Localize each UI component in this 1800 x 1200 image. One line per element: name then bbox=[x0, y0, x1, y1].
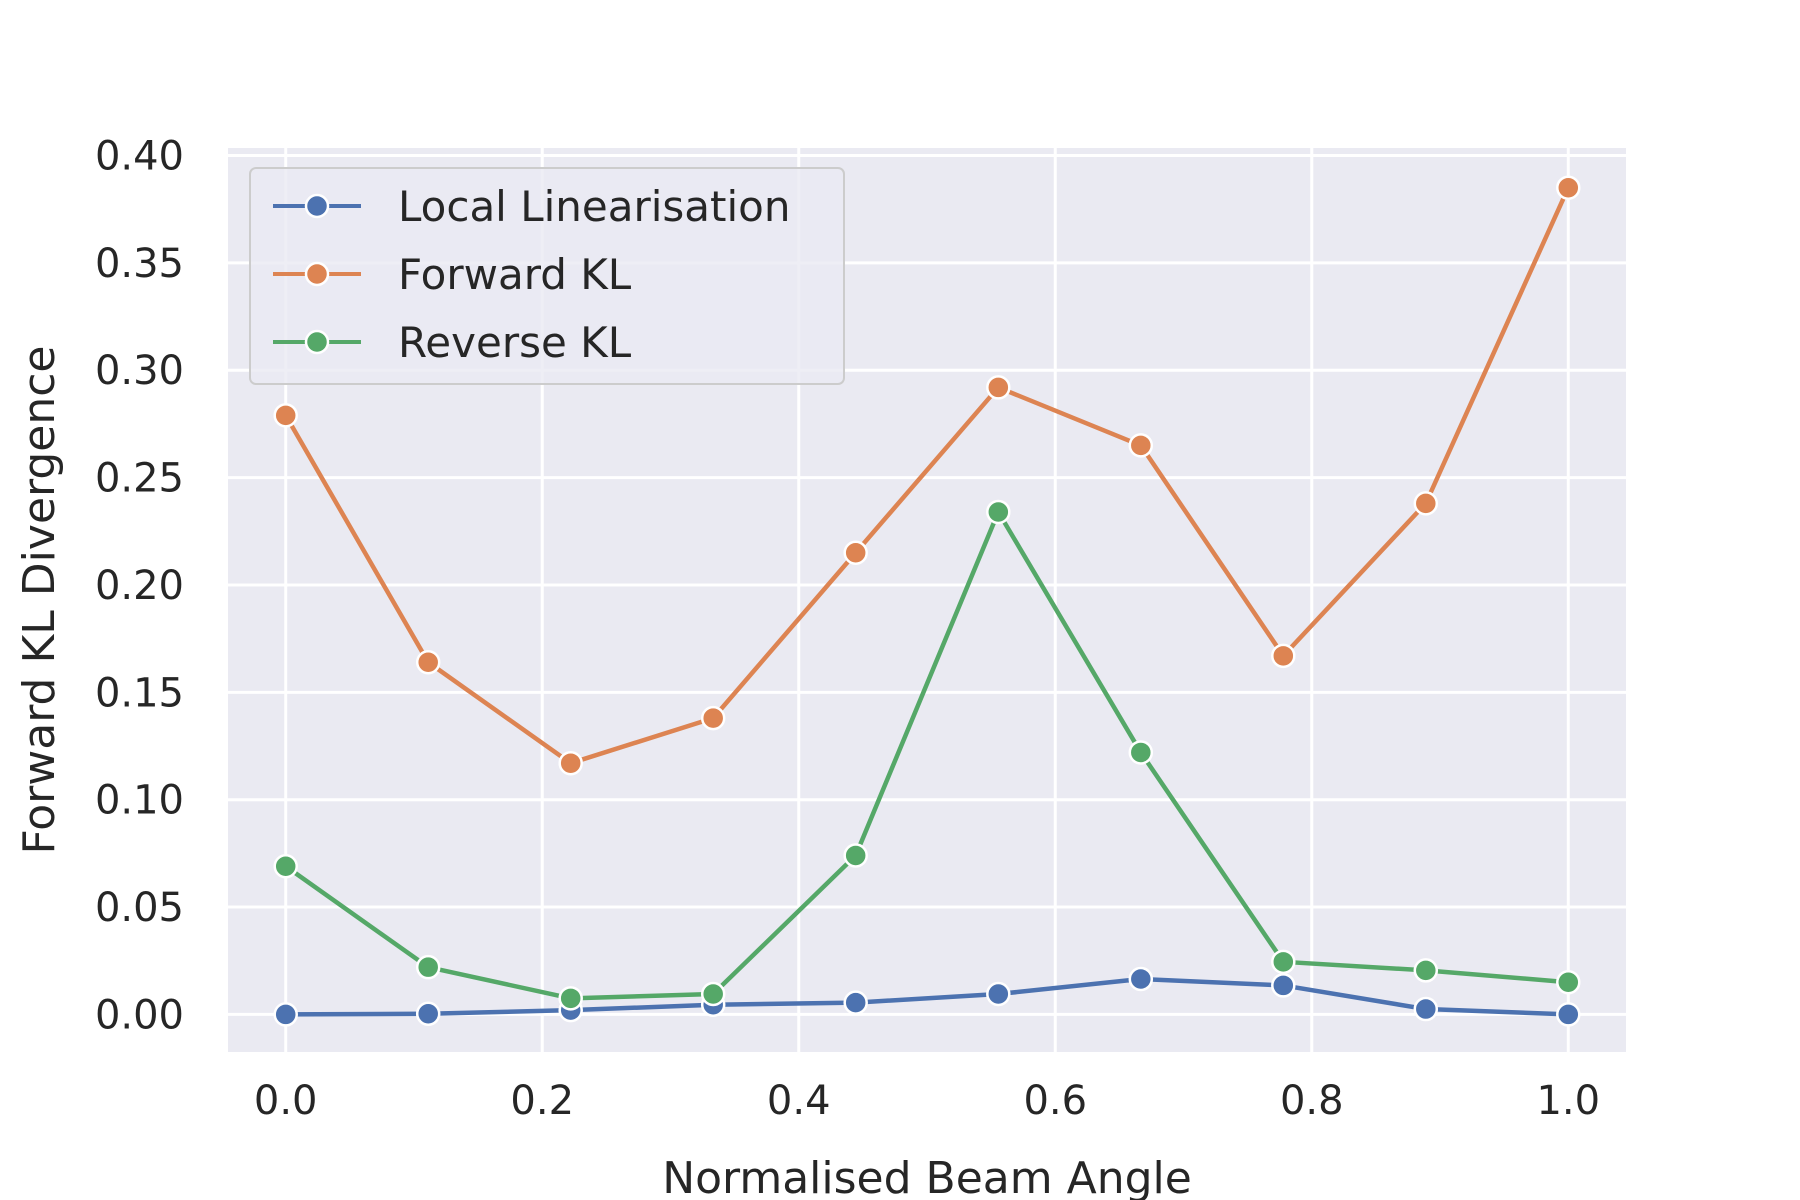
x-tick-label: 1.0 bbox=[1536, 1078, 1600, 1124]
y-tick-label: 0.15 bbox=[95, 670, 184, 716]
y-axis-label: Forward KL Divergence bbox=[14, 346, 65, 855]
legend-entry-local-linearisation: Local Linearisation bbox=[273, 182, 790, 231]
legend: Local Linearisation Forward KL Reverse K… bbox=[249, 167, 845, 385]
data-point-forward-kl bbox=[558, 750, 583, 776]
series-line-forward-kl bbox=[283, 185, 1571, 766]
data-point-forward-kl bbox=[273, 403, 298, 428]
y-tick-label: 0.35 bbox=[95, 241, 184, 287]
data-point-local-linearisation bbox=[1128, 966, 1154, 992]
legend-label: Local Linearisation bbox=[398, 182, 790, 231]
data-point-forward-kl bbox=[1271, 643, 1296, 669]
data-point-local-linearisation bbox=[1413, 996, 1439, 1022]
series-line-reverse-kl bbox=[283, 509, 1571, 1001]
legend-swatch-marker bbox=[304, 329, 330, 355]
data-point-local-linearisation bbox=[1271, 973, 1296, 998]
data-point-local-linearisation bbox=[843, 990, 868, 1015]
series-line-local-linearisation bbox=[283, 976, 1571, 1017]
data-point-forward-kl bbox=[1128, 433, 1154, 458]
data-point-reverse-kl bbox=[986, 499, 1011, 525]
x-axis-label: Normalised Beam Angle bbox=[662, 1153, 1192, 1200]
x-tick-label: 0.8 bbox=[1280, 1078, 1344, 1124]
legend-swatch-marker bbox=[304, 261, 330, 287]
data-point-reverse-kl bbox=[843, 843, 868, 868]
data-point-forward-kl bbox=[986, 375, 1011, 400]
y-tick-label: 0.30 bbox=[95, 348, 184, 394]
data-point-reverse-kl bbox=[1128, 740, 1154, 765]
x-tick-label: 0.4 bbox=[767, 1078, 831, 1124]
x-tick-label: 0.2 bbox=[510, 1078, 574, 1124]
x-tick-label: 0.0 bbox=[254, 1078, 318, 1124]
legend-box bbox=[249, 167, 845, 385]
data-point-reverse-kl bbox=[1556, 969, 1581, 995]
data-point-local-linearisation bbox=[415, 1001, 441, 1027]
data-point-reverse-kl bbox=[558, 986, 583, 1011]
tick-labels: 0.0 0.2 0.4 0.6 0.8 1.0 0.00 0.05 0.10 0.15 0.20 0.… bbox=[95, 134, 1600, 1124]
legend-label: Forward KL bbox=[398, 250, 632, 299]
data-point-reverse-kl bbox=[700, 981, 726, 1007]
y-tick-label: 0.00 bbox=[95, 992, 184, 1038]
data-point-forward-kl bbox=[1413, 491, 1439, 516]
y-tick-label: 0.05 bbox=[95, 885, 184, 931]
legend-entry-reverse-kl: Reverse KL bbox=[273, 318, 632, 367]
legend-entry-forward-kl: Forward KL bbox=[273, 250, 632, 299]
data-point-reverse-kl bbox=[1413, 958, 1439, 983]
data-point-local-linearisation bbox=[273, 1002, 298, 1027]
data-point-forward-kl bbox=[843, 540, 868, 566]
data-point-local-linearisation bbox=[1556, 1002, 1581, 1027]
data-point-local-linearisation bbox=[986, 981, 1011, 1007]
series-layer bbox=[273, 175, 1581, 1027]
series-forward-kl bbox=[273, 175, 1581, 776]
x-tick-label: 0.6 bbox=[1023, 1078, 1087, 1124]
data-point-reverse-kl bbox=[415, 954, 441, 980]
data-point-forward-kl bbox=[415, 650, 441, 675]
data-point-forward-kl bbox=[1556, 175, 1581, 200]
y-tick-label: 0.20 bbox=[95, 563, 184, 609]
y-tick-label: 0.10 bbox=[95, 778, 184, 824]
y-tick-label: 0.40 bbox=[95, 134, 184, 180]
data-point-forward-kl bbox=[700, 705, 726, 731]
data-point-reverse-kl bbox=[1271, 949, 1296, 975]
data-point-reverse-kl bbox=[273, 854, 298, 879]
legend-swatch-marker bbox=[304, 193, 330, 219]
series-reverse-kl bbox=[273, 499, 1581, 1011]
legend-label: Reverse KL bbox=[398, 318, 632, 367]
y-tick-label: 0.25 bbox=[95, 456, 184, 502]
